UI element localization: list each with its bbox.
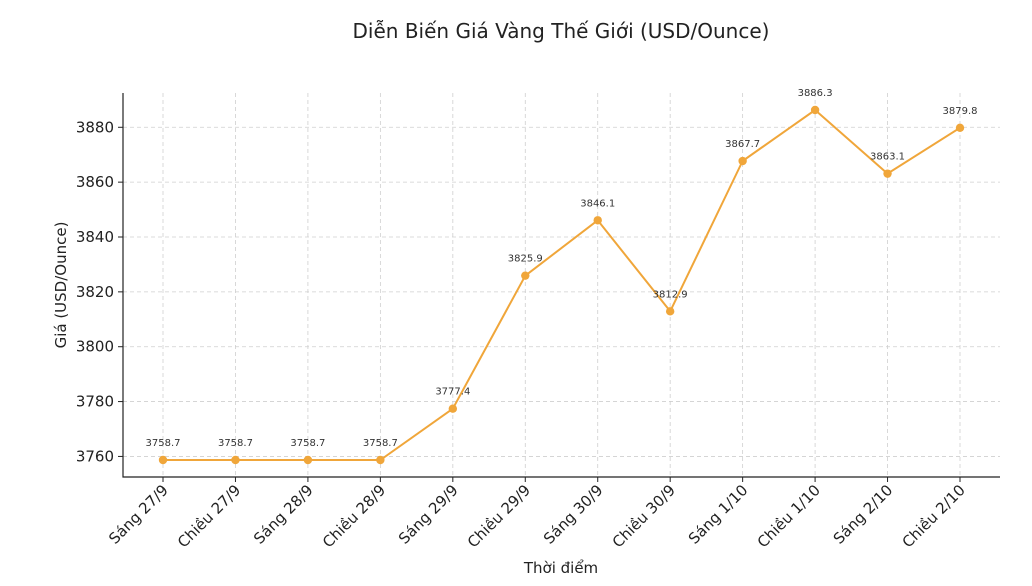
grid-layer (123, 93, 1000, 477)
data-point (883, 169, 892, 178)
data-labels-layer: 3758.7 3758.7 3758.7 3758.7 3777.4 3825.9 3846… (146, 88, 978, 449)
x-tick-label: Chiều 30/9 (609, 481, 679, 551)
x-tick-label: Chiều 27/9 (174, 481, 244, 551)
series-layer (158, 105, 965, 465)
x-tick-label: Chiều 28/9 (319, 481, 389, 551)
data-point (665, 307, 675, 316)
data-label: 3867.7 (725, 139, 760, 150)
data-label: 3777.4 (435, 387, 470, 398)
y-tick-label: 3760 (76, 447, 114, 465)
data-label: 3758.7 (146, 438, 181, 449)
data-label: 3886.3 (798, 88, 833, 99)
y-tick-label: 3820 (76, 283, 114, 301)
data-label: 3846.1 (580, 198, 615, 209)
data-label: 3758.7 (218, 438, 253, 449)
data-label: 3812.9 (653, 289, 688, 300)
y-axis-label: Giá (USD/Ounce) (52, 222, 70, 349)
y-tick-label: 3880 (76, 118, 114, 136)
x-tick-label: Chiều 2/10 (899, 481, 969, 551)
data-point (376, 455, 385, 465)
y-tick-label: 3840 (76, 228, 114, 246)
x-tick-label: Sáng 29/9 (395, 481, 462, 548)
data-point (158, 455, 168, 465)
x-tick-label: Chiều 1/10 (754, 481, 824, 551)
x-axis-label: Thời điểm (523, 559, 598, 577)
data-point (955, 123, 965, 133)
axis-spine (122, 93, 1000, 478)
data-label: 3825.9 (508, 254, 543, 265)
data-point (738, 156, 747, 166)
x-tick-label: Sáng 30/9 (540, 481, 607, 548)
x-tick-label: Sáng 27/9 (105, 481, 172, 548)
y-tick-label: 3800 (76, 338, 114, 356)
data-point (810, 105, 820, 115)
series-line (163, 109, 961, 461)
chart-title: Diễn Biến Giá Vàng Thế Giới (USD/Ounce) (353, 19, 770, 43)
x-tick-label: Sáng 1/10 (685, 481, 752, 548)
x-tick-label: Sáng 28/9 (250, 481, 317, 548)
data-label: 3758.7 (290, 438, 325, 449)
x-tick-label: Sáng 2/10 (830, 481, 897, 548)
y-tick-label: 3860 (76, 173, 114, 191)
data-point (593, 216, 602, 225)
data-label: 3863.1 (870, 152, 905, 163)
y-tick-label: 3780 (76, 393, 114, 411)
data-point (521, 271, 530, 280)
data-point (303, 455, 313, 465)
data-label: 3879.8 (943, 106, 978, 117)
data-point (231, 455, 240, 465)
x-tick-label: Chiều 29/9 (464, 481, 534, 551)
data-label: 3758.7 (363, 438, 398, 449)
data-point (448, 404, 458, 413)
